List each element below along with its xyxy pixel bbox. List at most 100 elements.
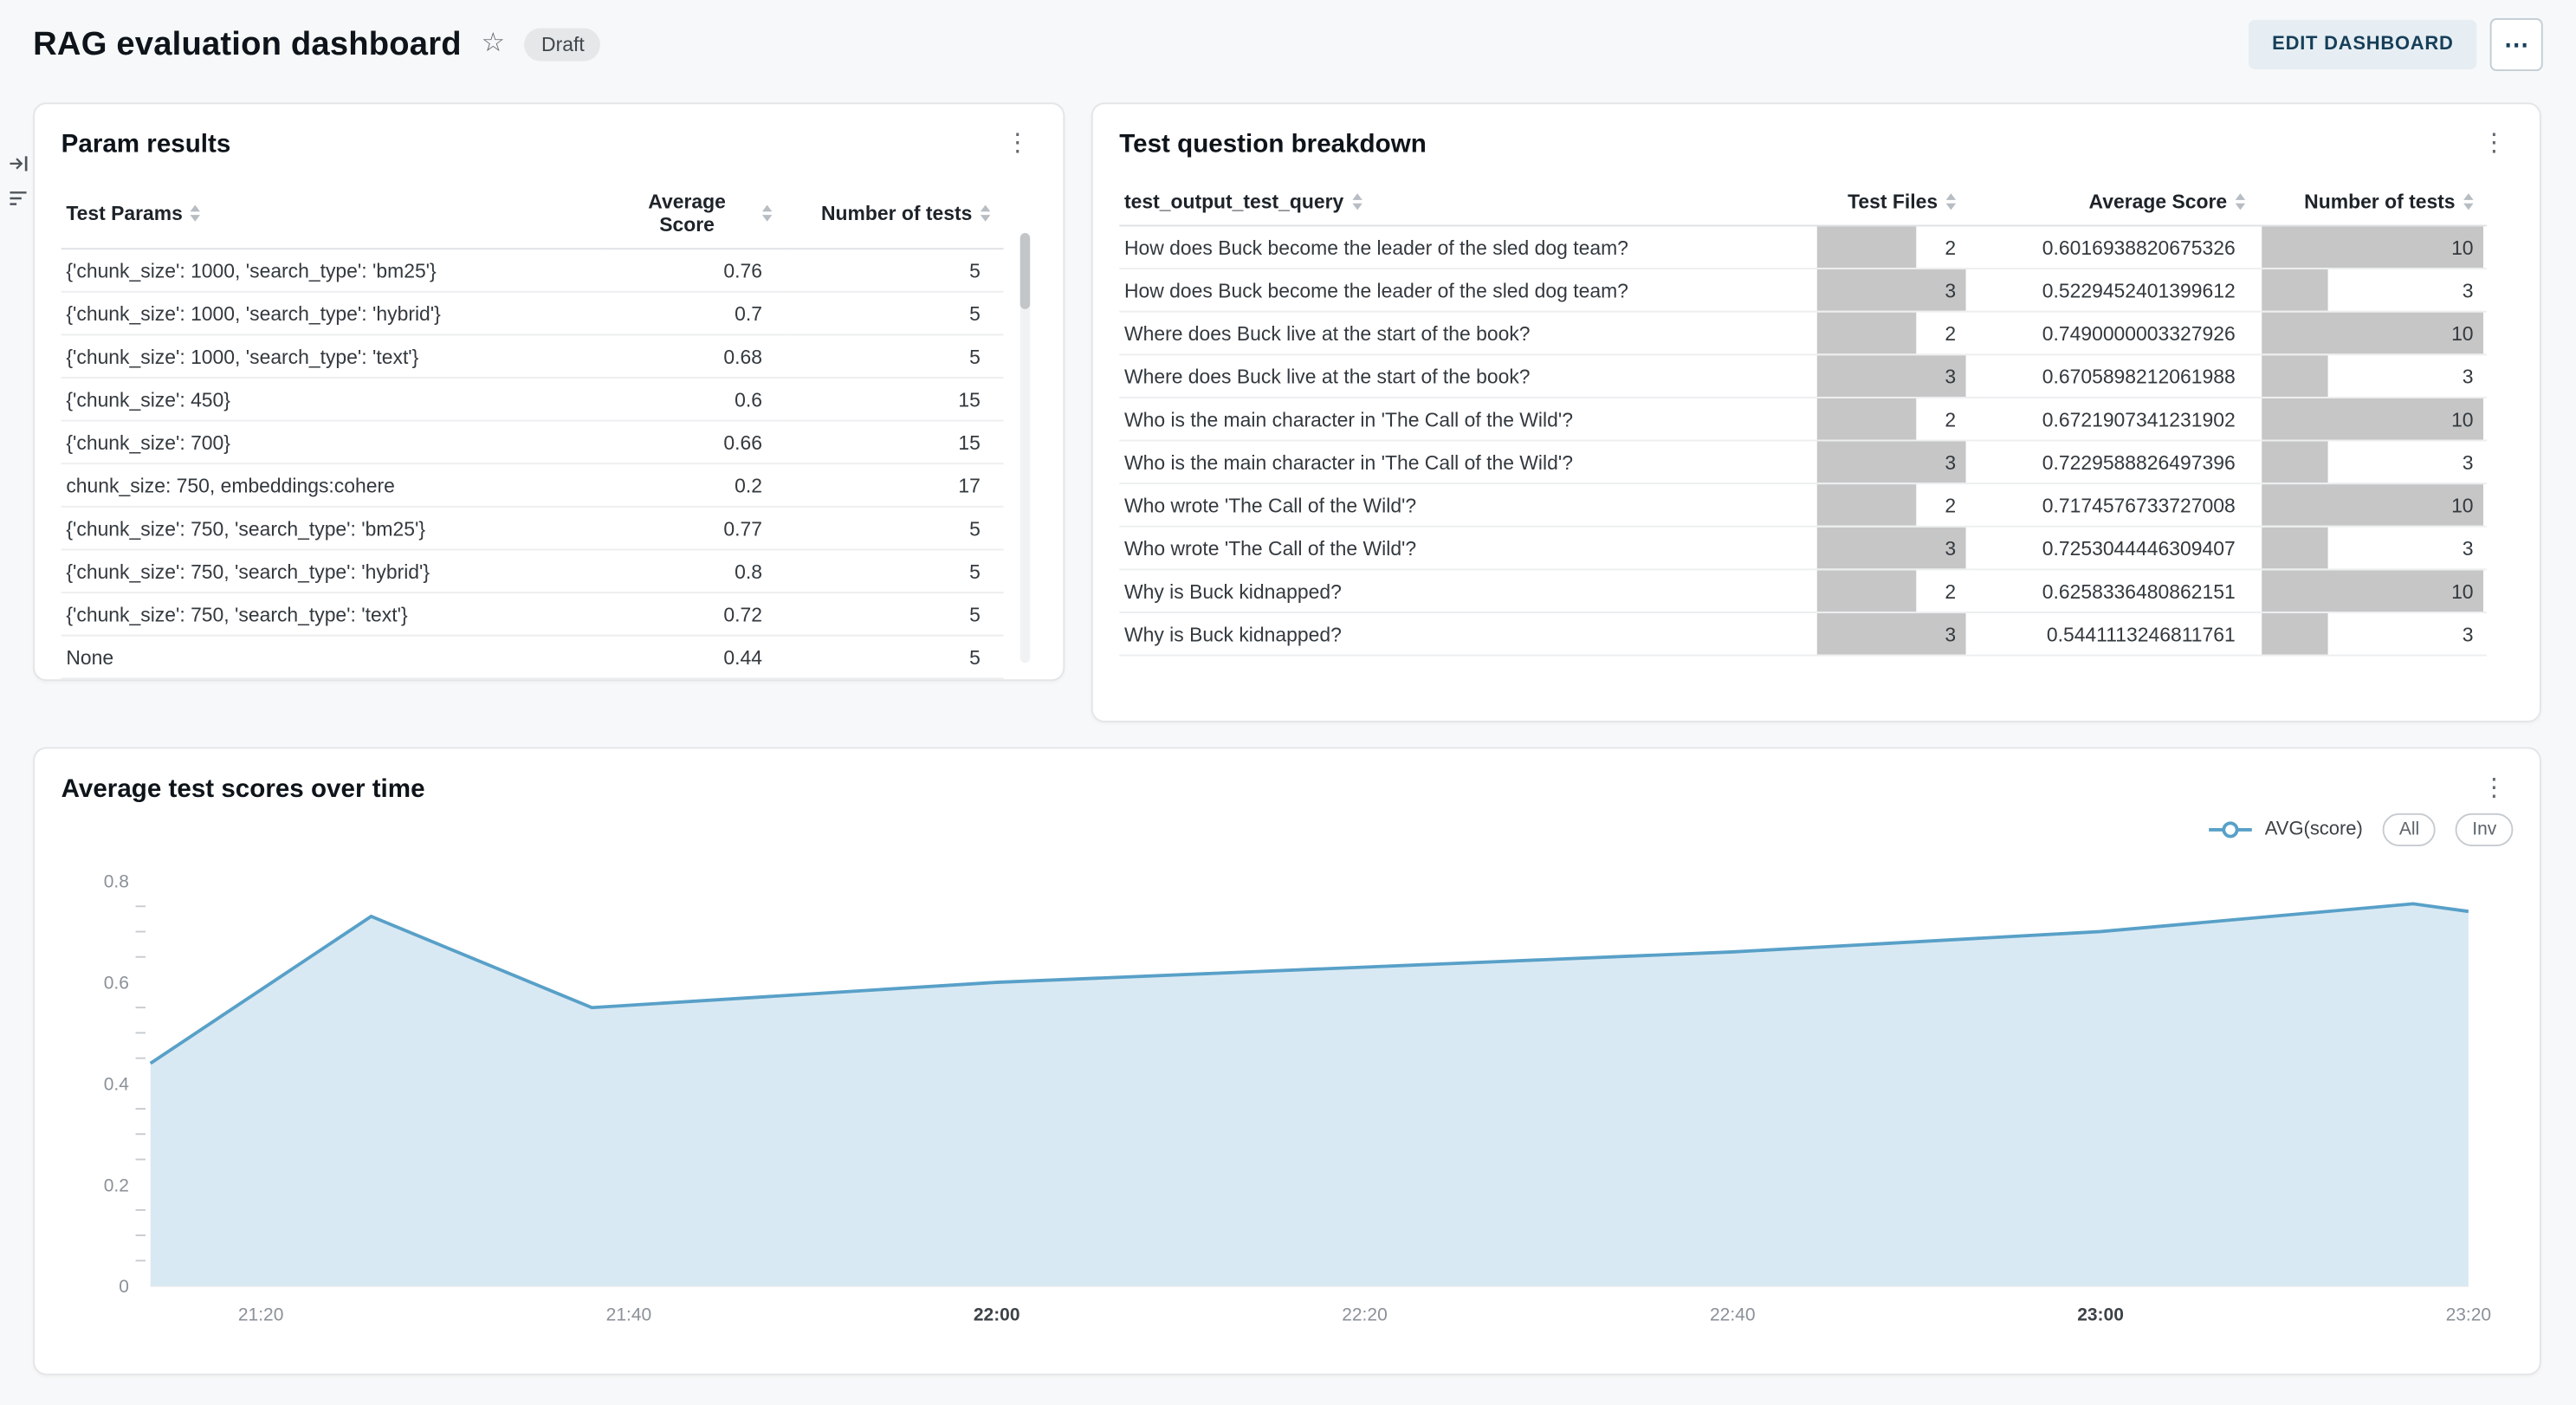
- sort-icon[interactable]: [1351, 193, 1362, 210]
- avg-score-cell: 0.66: [606, 420, 786, 465]
- num-tests-cell: 3: [2258, 612, 2487, 657]
- table-row[interactable]: {'chunk_size': 750, 'search_type': 'bm25…: [61, 506, 1004, 551]
- avg-score-cell: 0.6258336480862151: [1969, 569, 2259, 613]
- num-tests-cell: 10: [2258, 483, 2487, 528]
- legend-item-avg-score[interactable]: AVG(score): [2207, 819, 2363, 839]
- test-files-cell: 2: [1813, 311, 1970, 356]
- favorite-star-icon[interactable]: ☆: [478, 30, 508, 58]
- table-row[interactable]: {'chunk_size': 700} 0.66 15: [61, 420, 1004, 465]
- table-header-row: Test Params Average Score Number of test…: [61, 179, 1004, 250]
- table-row[interactable]: {'chunk_size': 750, 'search_type': 'hybr…: [61, 549, 1004, 594]
- param-cell: {'chunk_size': 450}: [61, 378, 607, 422]
- panel-menu-button[interactable]: ⋮: [2475, 775, 2513, 800]
- data-bar: [2262, 612, 2328, 654]
- table-scrollbar[interactable]: [1019, 233, 1031, 664]
- y-tick-label: 0.6: [104, 974, 129, 994]
- num-tests-cell: 17: [785, 463, 1004, 508]
- column-header-average-score[interactable]: Average Score: [1969, 179, 2259, 227]
- table-row[interactable]: {'chunk_size': 750, 'search_type': 'text…: [61, 592, 1004, 637]
- test-files-cell: 3: [1813, 354, 1970, 398]
- sort-icon[interactable]: [2235, 193, 2246, 210]
- avg-score-cell: 0.5441113246811761: [1969, 612, 2259, 657]
- legend-invert-button[interactable]: Inv: [2456, 813, 2514, 847]
- panel-menu-button[interactable]: ⋮: [2475, 131, 2513, 156]
- scrollbar-thumb[interactable]: [1019, 233, 1031, 309]
- sort-icon[interactable]: [980, 204, 991, 222]
- column-header-number-of-tests[interactable]: Number of tests: [785, 179, 1004, 250]
- table-row[interactable]: Who is the main character in 'The Call o…: [1119, 397, 2487, 442]
- table-row[interactable]: Why is Buck kidnapped? 3 0.544111324681176…: [1119, 612, 2487, 657]
- param-cell: {'chunk_size': 700}: [61, 420, 607, 465]
- table-row[interactable]: None 0.44 5: [61, 635, 1004, 680]
- area-chart[interactable]: 0 0.2 0.4 0.6 0.8 21:20 21:40 22:00 22:20 22:40 23…: [61, 848, 2517, 1336]
- table-row[interactable]: Why is Buck kidnapped? 2 0.625833648086215…: [1119, 569, 2487, 613]
- query-cell: How does Buck become the leader of the s…: [1119, 225, 1814, 270]
- header-left: RAG evaluation dashboard ☆ Draft: [33, 26, 601, 64]
- column-header-test-query[interactable]: test_output_test_query: [1119, 179, 1814, 227]
- dashboard-canvas: Param results ⋮ Test Params Average Scor…: [0, 71, 2576, 1376]
- table-row[interactable]: Who wrote 'The Call of the Wild'? 3 0.7253…: [1119, 526, 2487, 571]
- x-tick-label: 23:20: [2446, 1305, 2492, 1325]
- avg-score-cell: 0.5229452401399612: [1969, 269, 2259, 313]
- x-tick-label: 22:40: [1710, 1305, 1756, 1325]
- column-header-test-files[interactable]: Test Files: [1813, 179, 1970, 227]
- table-row[interactable]: {'chunk_size': 1000, 'search_type': 'bm2…: [61, 249, 1004, 293]
- param-cell: {'chunk_size': 1000, 'search_type': 'tex…: [61, 334, 607, 379]
- sort-icon[interactable]: [2463, 193, 2474, 210]
- bar-value: 3: [1945, 278, 1957, 302]
- edit-dashboard-button[interactable]: EDIT DASHBOARD: [2249, 19, 2477, 70]
- num-tests-cell: 5: [785, 291, 1004, 336]
- num-tests-cell: 15: [785, 378, 1004, 422]
- table-row[interactable]: {'chunk_size': 1000, 'search_type': 'hyb…: [61, 291, 1004, 336]
- table-row[interactable]: Who is the main character in 'The Call o…: [1119, 440, 2487, 485]
- num-tests-cell: 5: [785, 592, 1004, 637]
- table-row[interactable]: Who wrote 'The Call of the Wild'? 2 0.7174…: [1119, 483, 2487, 528]
- data-bar: [2262, 570, 2484, 612]
- expand-filter-panel-button[interactable]: [7, 152, 30, 176]
- data-bar: [2262, 355, 2328, 397]
- avg-score-cell: 0.2: [606, 463, 786, 508]
- avg-score-cell: 0.76: [606, 249, 786, 293]
- panel-menu-button[interactable]: ⋮: [999, 131, 1037, 156]
- table-row[interactable]: {'chunk_size': 1000, 'search_type': 'tex…: [61, 334, 1004, 379]
- avg-score-cell: 0.6721907341231902: [1969, 397, 2259, 442]
- data-bar: [1816, 484, 1917, 525]
- question-breakdown-table: test_output_test_query Test Files Averag…: [1119, 179, 2487, 657]
- param-cell: {'chunk_size': 750, 'search_type': 'bm25…: [61, 506, 607, 551]
- num-tests-cell: 5: [785, 334, 1004, 379]
- bar-value: 2: [1945, 235, 1957, 259]
- table-row[interactable]: How does Buck become the leader of the s…: [1119, 269, 2487, 313]
- column-header-test-params[interactable]: Test Params: [61, 179, 607, 250]
- filter-button[interactable]: [7, 187, 30, 210]
- table-row[interactable]: Where does Buck live at the start of the…: [1119, 311, 2487, 356]
- line-series-marker-icon: [2208, 821, 2252, 838]
- more-options-button[interactable]: ⋯: [2489, 17, 2543, 72]
- column-header-number-of-tests[interactable]: Number of tests: [2258, 179, 2487, 227]
- panel-title: Param results: [61, 130, 231, 159]
- sort-icon[interactable]: [761, 204, 773, 222]
- data-bar: [2262, 441, 2328, 482]
- table-row[interactable]: {'chunk_size': 450} 0.6 15: [61, 378, 1004, 422]
- status-badge: Draft: [524, 28, 601, 62]
- sort-icon[interactable]: [1945, 193, 1957, 210]
- legend-select-all-button[interactable]: All: [2382, 813, 2437, 847]
- data-bar: [1816, 269, 1966, 310]
- param-cell: chunk_size: 750, embeddings:cohere: [61, 463, 607, 508]
- bar-value: 3: [1945, 536, 1957, 560]
- table-row[interactable]: Where does Buck live at the start of the…: [1119, 354, 2487, 398]
- column-header-average-score[interactable]: Average Score: [606, 179, 786, 250]
- y-tick-label: 0.4: [104, 1074, 130, 1094]
- data-bar: [1816, 398, 1917, 439]
- data-bar: [2262, 484, 2484, 525]
- page-title: RAG evaluation dashboard: [33, 25, 462, 62]
- bar-value: 10: [2451, 321, 2474, 345]
- bar-value: 2: [1945, 321, 1957, 345]
- query-cell: Who wrote 'The Call of the Wild'?: [1119, 483, 1814, 528]
- sort-icon[interactable]: [191, 204, 201, 222]
- table-row[interactable]: How does Buck become the leader of the s…: [1119, 225, 2487, 270]
- table-row[interactable]: chunk_size: 750, embeddings:cohere 0.2 17: [61, 463, 1004, 508]
- y-tick-label: 0: [119, 1277, 129, 1297]
- bar-value: 2: [1945, 407, 1957, 431]
- data-bar: [2262, 312, 2484, 353]
